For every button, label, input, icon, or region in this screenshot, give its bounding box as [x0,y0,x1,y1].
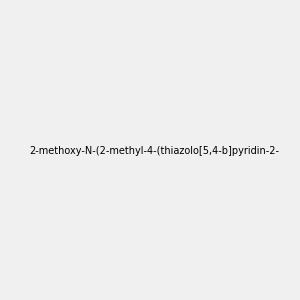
Text: 2-methoxy-N-(2-methyl-4-(thiazolo[5,4-b]pyridin-2-: 2-methoxy-N-(2-methyl-4-(thiazolo[5,4-b]… [29,146,279,157]
